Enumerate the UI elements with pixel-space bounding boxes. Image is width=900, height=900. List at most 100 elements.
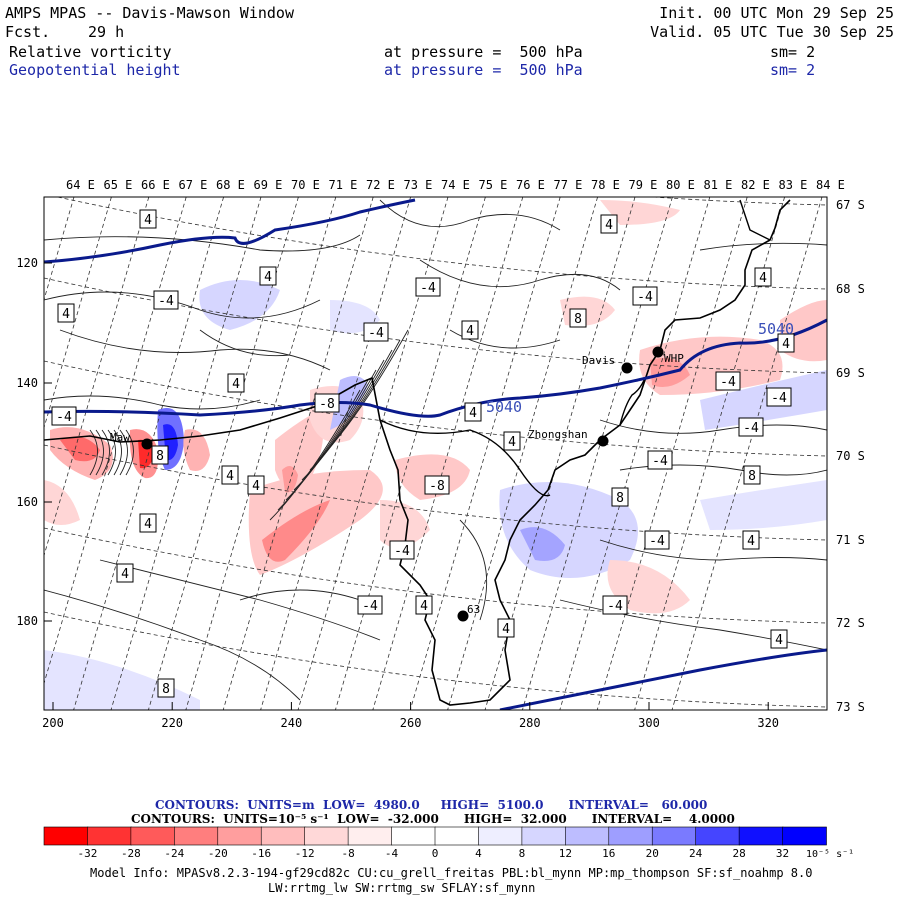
vorticity-label-box bbox=[766, 387, 792, 407]
vorticity-label: 8 bbox=[748, 469, 756, 484]
lon-label: 67 E bbox=[179, 178, 208, 192]
height-contour-label: 5040 bbox=[486, 398, 522, 416]
vorticity-fill-area bbox=[700, 370, 827, 430]
station-label: Zhongshan bbox=[528, 428, 588, 441]
vorticity-label-box bbox=[116, 563, 134, 583]
meridian-line bbox=[44, 197, 187, 685]
lon-label: 70 E bbox=[291, 178, 320, 192]
vorticity-label: -4 bbox=[56, 410, 72, 425]
coastline-path bbox=[379, 419, 551, 497]
map-border bbox=[43, 196, 828, 711]
colorbar-tick-label: -12 bbox=[295, 847, 315, 860]
lat-label: 71 S bbox=[836, 533, 865, 547]
colorbar-tick-label: 12 bbox=[559, 847, 572, 860]
lat-label: 73 S bbox=[836, 700, 865, 714]
map-title: AMPS MPAS -- Davis-Mawson Window bbox=[5, 4, 294, 22]
model-info: Model Info: MPASv8.2.3-194-gf29cd82c CU:… bbox=[90, 866, 813, 880]
vorticity-label-box bbox=[415, 595, 433, 615]
height-contours bbox=[44, 198, 827, 710]
vorticity-label: 4 bbox=[62, 307, 70, 322]
meridian-line bbox=[222, 197, 374, 710]
vorticity-label-box bbox=[464, 402, 482, 422]
colorbar-swatch bbox=[87, 826, 132, 846]
station-marker bbox=[597, 435, 609, 447]
meridian-line bbox=[73, 197, 224, 710]
x-tick-label: 220 bbox=[161, 716, 183, 730]
meridian-line bbox=[522, 197, 673, 710]
vorticity-fill-area bbox=[600, 200, 680, 225]
vorticity-fill-area bbox=[520, 527, 565, 561]
colorbar-swatch bbox=[174, 826, 219, 846]
vorticity-label-box bbox=[461, 320, 479, 340]
colorbar: -32 -28 -24 -20 -16 -12 -8 -4 0 4 8 12 16 20 24 28 32 10⁻… bbox=[43, 826, 854, 860]
vorticity-label: 4 bbox=[121, 567, 129, 582]
vorticity-label-box bbox=[611, 487, 629, 507]
vorticity-label: 4 bbox=[782, 337, 790, 352]
colorbar-swatch bbox=[130, 826, 176, 846]
vorticity-label-box bbox=[415, 277, 441, 297]
vorticity-contour bbox=[309, 339, 401, 471]
vorticity-label: -4 bbox=[743, 421, 759, 436]
lon-label: 82 E bbox=[741, 178, 770, 192]
vorticity-label: -4 bbox=[720, 375, 736, 390]
contours-heights-info: CONTOURS: UNITS=m LOW= 4980.0 HIGH= 5100… bbox=[155, 798, 708, 812]
vorticity-contour bbox=[379, 199, 561, 231]
vorticity-label: -4 bbox=[368, 326, 384, 341]
vorticity-label-box bbox=[497, 618, 515, 638]
vorticity-label-box bbox=[738, 417, 764, 437]
colorbar-unit: 10⁻⁵ s⁻¹ bbox=[806, 849, 854, 860]
coastline-path bbox=[619, 377, 646, 426]
colorbar-swatch bbox=[782, 826, 827, 846]
vorticity-label-box bbox=[139, 209, 157, 229]
vorticity-contour bbox=[89, 429, 98, 476]
vorticity-label-box bbox=[644, 530, 670, 550]
vorticity-fill-area bbox=[560, 296, 615, 326]
colorbar-tick-label: 4 bbox=[475, 847, 482, 860]
vorticity-label-box bbox=[569, 308, 587, 328]
vorticity-label: -4 bbox=[420, 281, 436, 296]
parallel-line bbox=[44, 611, 827, 708]
vorticity-label-box bbox=[743, 465, 761, 485]
colorbar-swatch bbox=[260, 826, 306, 846]
vorticity-contour bbox=[239, 589, 361, 601]
vorticity-contour bbox=[44, 589, 301, 701]
colorbar-tick-label: 8 bbox=[519, 847, 526, 860]
meridian-line bbox=[297, 197, 449, 710]
vorticity-contour bbox=[44, 395, 261, 410]
station-marker bbox=[652, 346, 664, 358]
lon-label: 76 E bbox=[516, 178, 545, 192]
x-tick-label: 300 bbox=[638, 716, 660, 730]
vorticity-label-box bbox=[600, 214, 618, 234]
vorticity-contour bbox=[449, 329, 561, 349]
meridian-line bbox=[44, 197, 150, 557]
colorbar-swatch bbox=[347, 826, 393, 846]
field1-level: at pressure = 500 hPa bbox=[384, 43, 583, 61]
field2-smooth: sm= 2 bbox=[770, 61, 816, 79]
vorticity-label-box bbox=[57, 303, 75, 323]
map-frame bbox=[43, 196, 828, 711]
vorticity-fill-area bbox=[262, 500, 330, 562]
meridian-line bbox=[447, 197, 598, 710]
lon-label: 84 E bbox=[816, 178, 845, 192]
meridian-line bbox=[260, 197, 411, 710]
height-contour-label: 5040 bbox=[758, 320, 794, 338]
vorticity-label-box bbox=[770, 629, 788, 649]
colorbar-swatch bbox=[304, 826, 349, 846]
vorticity-fill-area bbox=[607, 560, 690, 614]
colorbar-swatch bbox=[738, 826, 784, 846]
x-tick-label: 320 bbox=[757, 716, 779, 730]
map-labels: 64 E 65 E 66 E 67 E 68 E 69 E 70 E 71 E 72 E 73 E… bbox=[16, 178, 865, 730]
lon-label: 74 E bbox=[441, 178, 470, 192]
vorticity-label-box bbox=[51, 406, 77, 426]
lat-label: 68 S bbox=[836, 282, 865, 296]
vorticity-label-box bbox=[151, 445, 169, 465]
station-label: WHP bbox=[664, 352, 684, 365]
colorbar-swatch bbox=[391, 826, 436, 846]
vorticity-label: 8 bbox=[156, 449, 164, 464]
vorticity-label-box bbox=[503, 431, 521, 451]
colorbar-swatch bbox=[608, 826, 654, 846]
vorticity-label: -4 bbox=[649, 534, 665, 549]
meridian-line bbox=[110, 197, 262, 710]
parallel-line bbox=[44, 444, 827, 541]
vorticity-label-box bbox=[314, 393, 340, 413]
